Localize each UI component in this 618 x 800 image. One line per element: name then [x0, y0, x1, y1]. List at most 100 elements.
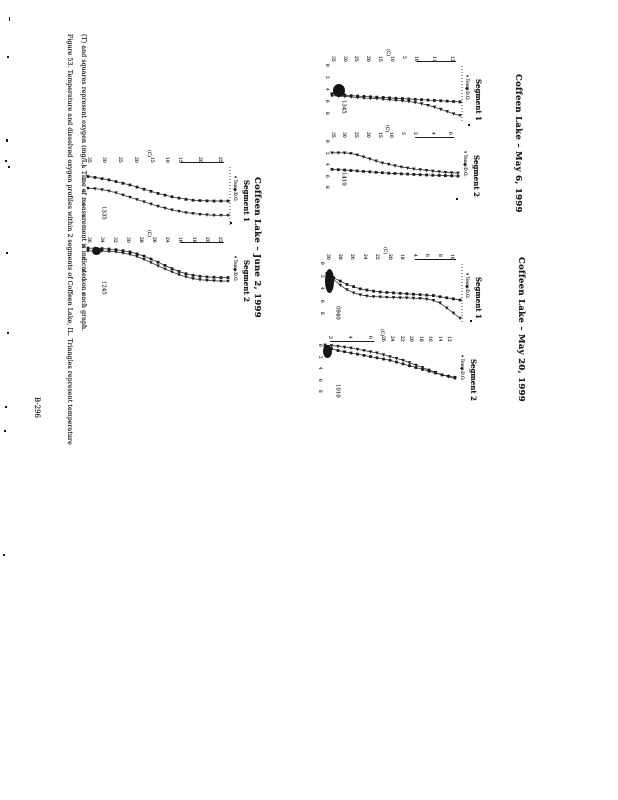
square-marker-icon — [345, 283, 349, 286]
triangle-marker-icon — [424, 297, 429, 302]
scan-noise-speck — [6, 252, 8, 254]
triangle-marker-icon — [205, 213, 209, 217]
triangle-marker-icon — [198, 278, 202, 282]
square-marker-icon — [205, 199, 209, 203]
square-marker-icon — [191, 273, 195, 277]
square-marker-icon — [426, 98, 430, 102]
square-marker-icon — [349, 94, 353, 98]
segment-label: Segment 1 — [474, 277, 483, 319]
depth-axis-tick-label: 6 — [317, 378, 323, 382]
square-marker-icon — [362, 169, 365, 173]
value-axis-tick-label: 10 — [388, 132, 394, 138]
square-marker-icon — [425, 293, 429, 297]
scan-noise-speck — [9, 17, 10, 21]
triangle-marker-icon — [184, 275, 188, 279]
triangle-marker-icon — [163, 206, 167, 211]
value-axis-tick-label: 15 — [149, 157, 155, 163]
value-axis-tick-label: 12 — [446, 336, 452, 342]
square-marker-icon — [330, 167, 334, 171]
square-marker-icon — [456, 174, 460, 178]
square-marker-icon — [372, 289, 375, 293]
depth-axis-tick-label: 8 — [324, 186, 330, 189]
scan-noise-speck — [6, 139, 8, 142]
triangle-marker-icon — [323, 343, 327, 347]
square-marker-icon — [439, 99, 443, 103]
square-marker-icon — [343, 93, 347, 97]
square-marker-icon — [336, 168, 340, 172]
depth-axis-tick-label: 2 — [324, 76, 330, 79]
depth-axis-tick-label: 0 — [319, 262, 325, 265]
time-of-measurement-label: 1345 — [340, 100, 347, 114]
triangle-marker-icon — [394, 98, 398, 103]
square-marker-icon — [365, 288, 369, 292]
triangle-marker-icon — [107, 189, 111, 193]
square-marker-icon — [421, 367, 424, 371]
value-axis-tick-label: 6 — [424, 254, 430, 257]
value-axis-tick-label: 30 — [125, 237, 131, 243]
triangle-marker-icon — [431, 299, 436, 303]
triangle-marker-icon — [226, 279, 230, 284]
square-marker-icon — [414, 366, 418, 369]
square-marker-icon — [445, 99, 449, 103]
triangle-marker-icon — [114, 250, 118, 254]
triangle-marker-icon — [419, 102, 424, 106]
square-marker-icon — [385, 291, 389, 294]
triangle-marker-icon — [338, 283, 343, 288]
square-marker-icon — [349, 351, 353, 355]
triangle-marker-icon — [391, 296, 396, 300]
square-marker-icon — [121, 181, 125, 185]
figure-caption-line1: Figure 53. Temperature and dissolved oxy… — [66, 34, 73, 445]
chart-group-title-may6: Coffeen Lake – May 6, 1999 — [513, 74, 523, 213]
value-axis-tick-label: 4 — [347, 336, 353, 339]
triangle-marker-icon — [355, 347, 360, 352]
value-axis-tick-label: 25 — [353, 132, 359, 138]
time-of-measurement-label: 1245 — [100, 281, 107, 295]
square-marker-icon — [149, 189, 153, 193]
square-marker-icon — [445, 296, 449, 300]
square-marker-icon — [352, 285, 355, 289]
depth-axis-tick-label: 2 — [324, 151, 330, 155]
triangle-marker-icon — [424, 168, 429, 173]
depth-axis-tick-label: 0 — [324, 64, 330, 67]
square-marker-icon — [107, 178, 111, 182]
square-marker-icon — [219, 276, 223, 279]
triangle-marker-icon — [458, 316, 462, 321]
depth-axis-tick-label: 0 — [317, 344, 323, 347]
value-axis-tick-label: 20 — [408, 336, 414, 342]
triangle-marker-icon — [128, 253, 132, 257]
scan-noise-speck — [456, 198, 458, 200]
triangle-marker-icon — [114, 191, 118, 195]
legend-oxygen: ▪ D.O. — [232, 188, 238, 202]
triangle-marker-icon — [432, 105, 437, 109]
value-axis-tick-label: 15 — [177, 157, 183, 163]
value-axis-tick-label: 28 — [138, 237, 144, 243]
value-axis-tick-label: 10 — [449, 254, 455, 260]
square-marker-icon — [427, 369, 431, 373]
value-axis-tick-label: 14 — [437, 336, 443, 342]
square-marker-icon — [418, 293, 422, 297]
value-axis-tick-label: 16 — [427, 336, 433, 342]
value-axis-tick-label: 18 — [191, 237, 197, 243]
value-axis-tick-label: 26 — [151, 237, 157, 243]
value-axis-tick-label: 20 — [387, 254, 393, 260]
square-marker-icon — [100, 177, 104, 181]
square-marker-icon — [226, 276, 230, 279]
square-marker-icon — [381, 96, 385, 99]
square-marker-icon — [425, 173, 428, 177]
square-marker-icon — [330, 92, 334, 96]
triangle-marker-icon — [393, 164, 397, 168]
triangle-marker-icon — [437, 170, 441, 174]
triangle-marker-icon — [330, 94, 334, 98]
triangle-marker-icon — [163, 267, 167, 271]
triangle-marker-icon — [93, 187, 97, 191]
value-axis-tick-label: 26 — [349, 254, 355, 260]
segment-label: Segment 2 — [469, 359, 478, 401]
triangle-marker-icon — [418, 297, 422, 301]
scan-blob — [333, 84, 345, 97]
triangle-marker-icon — [431, 169, 435, 173]
time-of-measurement-label: 1010 — [334, 384, 341, 398]
square-marker-icon — [369, 95, 372, 99]
triangle-marker-icon — [212, 213, 216, 218]
triangle-marker-icon — [394, 357, 399, 361]
value-axis-tick-label: 30 — [325, 254, 331, 260]
